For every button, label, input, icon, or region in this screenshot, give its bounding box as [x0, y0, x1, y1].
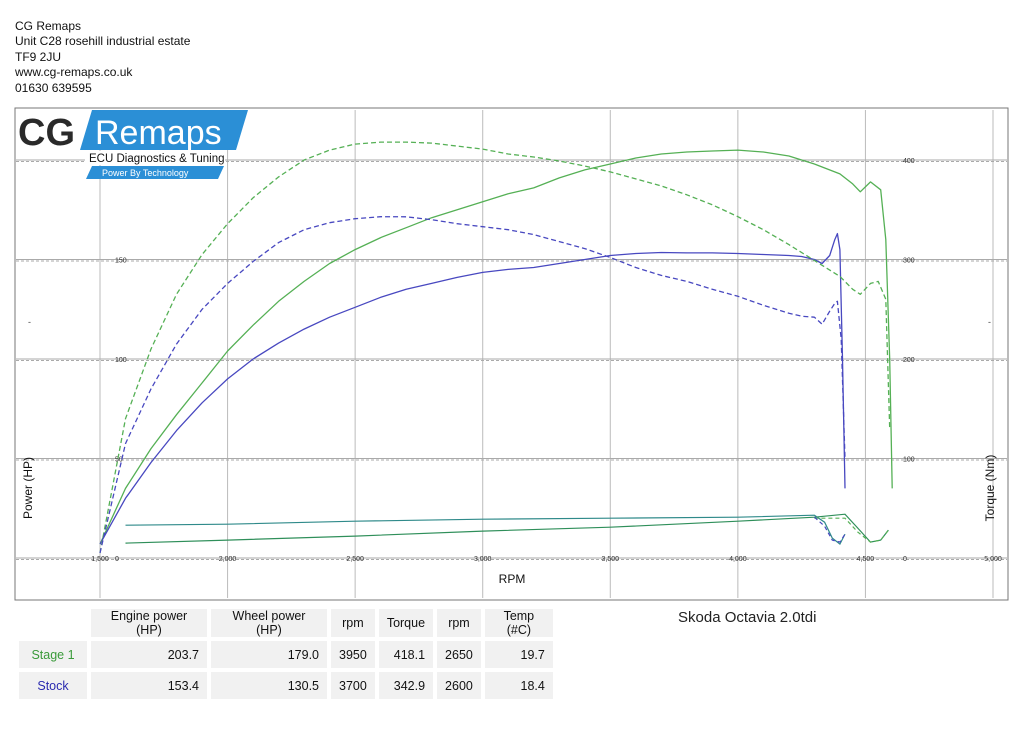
y2-tick-label: 300: [903, 258, 915, 265]
logo-remaps-text: Remaps: [95, 114, 222, 152]
left-axis-marker: -: [28, 317, 31, 327]
x-tick-label: 1,500: [91, 556, 109, 563]
company-phone: 01630 639595: [15, 80, 92, 95]
table-corner: [19, 609, 87, 637]
chart-frame: [14, 107, 1009, 601]
series-power-stock: [99, 232, 846, 545]
x-axis-label: RPM: [499, 572, 526, 586]
y2-tick-label: 100: [903, 457, 915, 464]
dyno-results-table: Engine power (HP) Wheel power (HP) rpm T…: [15, 605, 557, 703]
chart-series: [99, 141, 893, 554]
logo-remaps-band: [80, 110, 248, 150]
x-tick-label: 3,500: [602, 556, 620, 563]
series-loss-stage-1: [125, 513, 889, 544]
x-tick-label: 3,000: [474, 556, 492, 563]
col-engine-power: Engine power (HP): [91, 609, 207, 637]
logo-cg-text: CG: [18, 112, 75, 154]
col-torque: Torque: [378, 609, 434, 637]
col-temp: Temp (#C): [484, 609, 553, 637]
chart-logo: CG Remaps ECU Diagnostics & Tuning Power…: [16, 110, 248, 179]
series-torque-stock: [99, 216, 846, 554]
company-header: CG Remaps Unit C28 rosehill industrial e…: [15, 19, 190, 96]
cell-stage1-temp: 19.7: [484, 641, 553, 668]
y2-tick-label: 200: [903, 357, 915, 364]
y-tick-label: 100: [115, 357, 127, 364]
logo-subtagline-band: [86, 166, 224, 179]
cell-stage1-rpm-power: 3950: [331, 641, 375, 668]
y-tick-label: 50: [115, 457, 123, 464]
series-loss-stock: [125, 514, 846, 546]
series-torque-stage-1: [99, 141, 891, 554]
x-tick-label: 2,500: [346, 556, 364, 563]
table-row-stage1: Stage 1 203.7 179.0 3950 418.1 2650 19.7: [19, 641, 553, 668]
logo-cg-box: [16, 112, 88, 150]
row-label-stock: Stock: [19, 672, 87, 699]
cell-stock-rpm-power: 3700: [331, 672, 375, 699]
cell-stock-engine-power: 153.4: [91, 672, 207, 699]
cell-stage1-torque: 418.1: [378, 641, 434, 668]
table-header-row: Engine power (HP) Wheel power (HP) rpm T…: [19, 609, 553, 637]
col-rpm-torque: rpm: [437, 609, 481, 637]
vehicle-title: Skoda Octavia 2.0tdi: [678, 609, 817, 626]
y2-tick-label: 400: [903, 158, 915, 165]
x-tick-label: 5,000: [984, 556, 1002, 563]
cell-stage1-rpm-torque: 2650: [437, 641, 481, 668]
series-loss-stock: [814, 516, 846, 543]
x-tick-label: 4,500: [857, 556, 875, 563]
cell-stage1-engine-power: 203.7: [91, 641, 207, 668]
y-tick-label: 0: [115, 556, 119, 563]
col-rpm-power: rpm: [331, 609, 375, 637]
cell-stage1-wheel-power: 179.0: [211, 641, 327, 668]
col-wheel-power: Wheel power (HP): [211, 609, 327, 637]
chart-grid: [16, 110, 1007, 598]
company-address: Unit C28 rosehill industrial estate: [15, 34, 191, 49]
x-tick-label: 4,000: [729, 556, 747, 563]
y2-tick-label: 0: [903, 556, 907, 563]
cell-stock-rpm-torque: 2600: [437, 672, 481, 699]
cell-stock-torque: 342.9: [378, 672, 434, 699]
cell-stock-temp: 18.4: [484, 672, 553, 699]
x-tick-label: 2,000: [219, 556, 237, 563]
logo-tagline-box: [85, 151, 225, 165]
y2-axis-label: Torque (Nm): [983, 455, 997, 522]
series-power-stage-1: [99, 149, 893, 545]
right-axis-marker: -: [988, 317, 991, 327]
company-postcode: TF9 2JU: [15, 49, 62, 64]
cell-stock-wheel-power: 130.5: [211, 672, 327, 699]
company-name: CG Remaps: [15, 19, 82, 33]
table-row-stock: Stock 153.4 130.5 3700 342.9 2600 18.4: [19, 672, 553, 699]
logo-tagline: ECU Diagnostics & Tuning: [89, 153, 225, 165]
series-loss-stage-1: [814, 517, 889, 543]
logo-subtagline: Power By Technology: [102, 168, 189, 178]
y-tick-label: 150: [115, 258, 127, 265]
y-axis-label: Power (HP): [21, 457, 35, 519]
row-label-stage1: Stage 1: [19, 641, 87, 668]
company-website[interactable]: www.cg-remaps.co.uk: [15, 65, 133, 80]
